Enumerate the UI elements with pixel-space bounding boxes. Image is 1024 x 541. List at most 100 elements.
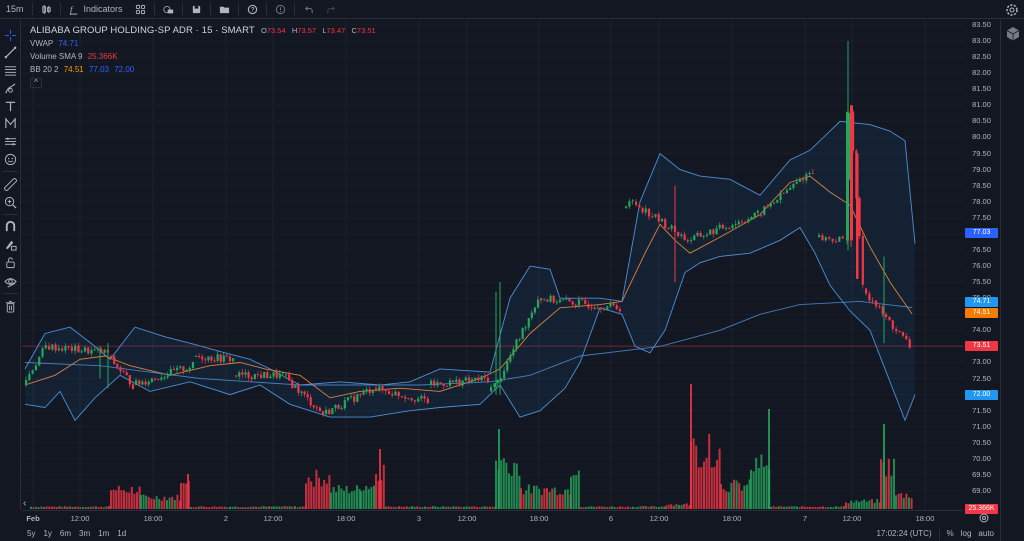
volume-bar: [658, 507, 660, 509]
indicators-button[interactable]: f Indicators: [63, 0, 129, 19]
volume-bar: [887, 458, 890, 509]
bb-legend[interactable]: BB 20 2 74.51 77.03 72.00: [30, 63, 376, 76]
volume-bar: [837, 506, 840, 509]
chart-pane[interactable]: [22, 20, 963, 510]
volume-bar: [365, 485, 368, 509]
visibility-tool[interactable]: [3, 274, 18, 289]
vwap-legend[interactable]: VWAP 74.71: [30, 37, 376, 50]
time-axis-label: 12:00: [457, 514, 477, 523]
candle-body: [568, 298, 571, 302]
candle-body: [455, 379, 458, 383]
volume-bar: [765, 465, 768, 509]
price-tag: 77.03: [965, 227, 998, 238]
undo-button[interactable]: [297, 0, 320, 19]
magnet-tool[interactable]: [3, 219, 18, 234]
candle-body: [725, 228, 728, 230]
alert-button[interactable]: [269, 0, 292, 19]
volume-bar: [296, 507, 299, 509]
candle-body: [116, 363, 119, 368]
chart-type-button[interactable]: [35, 0, 58, 19]
volume-bar: [619, 506, 621, 509]
open-button[interactable]: [213, 0, 236, 19]
volume-bar: [460, 507, 463, 509]
axis-settings-icon[interactable]: [979, 513, 989, 523]
volume-bar: [76, 506, 79, 509]
candle-body: [67, 346, 70, 348]
ruler-tool[interactable]: [3, 177, 18, 192]
gear-icon[interactable]: [1004, 2, 1020, 18]
volume-bar: [770, 506, 772, 509]
volume-bar: [495, 460, 497, 509]
candle-body: [141, 381, 144, 385]
lock-drawings-tool[interactable]: [3, 237, 18, 252]
volume-bar: [382, 464, 385, 509]
range-6m[interactable]: 6m: [59, 529, 72, 538]
volume-bar: [455, 506, 458, 509]
volume-bar: [785, 506, 788, 509]
volume-bar: [629, 507, 632, 509]
volume-bar: [45, 506, 48, 509]
candle-body: [486, 377, 490, 382]
emoji-tool[interactable]: [3, 152, 18, 167]
candle-body: [555, 302, 558, 304]
crosshair-tool[interactable]: [3, 28, 18, 43]
range-3m[interactable]: 3m: [79, 529, 91, 538]
volume-bar: [793, 506, 796, 509]
volume-bar: [530, 493, 533, 509]
volume-bar: [112, 489, 115, 509]
candle-body: [792, 183, 795, 188]
redo-button[interactable]: [320, 0, 343, 19]
candle-body: [824, 237, 827, 241]
range-1d[interactable]: 1d: [117, 529, 127, 538]
brush-tool[interactable]: [3, 81, 18, 96]
volume-bar: [672, 505, 675, 509]
candle-body: [856, 153, 859, 279]
percent-toggle[interactable]: %: [946, 529, 954, 538]
candle-body: [811, 172, 814, 174]
symbol-row[interactable]: ALIBABA GROUP HOLDING-SP ADR · 15 · SMAR…: [30, 24, 376, 37]
volume-bar: [868, 500, 871, 509]
volume-bar: [647, 506, 650, 509]
range-1m[interactable]: 1m: [98, 529, 110, 538]
layout-button[interactable]: [129, 0, 152, 19]
price-axis-label: 82.50: [972, 52, 991, 62]
help-icon: ?: [247, 4, 257, 14]
save-button[interactable]: [185, 0, 208, 19]
range-1y[interactable]: 1y: [43, 529, 52, 538]
volume-bar: [265, 506, 268, 509]
horizontal-lines-tool[interactable]: [3, 63, 18, 78]
text-tool[interactable]: [3, 99, 18, 114]
lock-tool[interactable]: [3, 255, 18, 270]
snapshot-button[interactable]: [157, 0, 180, 19]
object-tree-icon[interactable]: [1005, 26, 1021, 42]
volume-bar: [244, 507, 247, 509]
log-toggle[interactable]: log: [960, 529, 972, 538]
volume-bar: [74, 506, 77, 509]
auto-toggle[interactable]: auto: [978, 529, 994, 538]
forecast-tool[interactable]: [3, 134, 18, 149]
candle-body: [439, 382, 442, 384]
time-axis[interactable]: Feb 12:00 18:00 2 12:00 18:00 3 12:00 18:00 6 12:0…: [22, 510, 963, 524]
pattern-tool[interactable]: [3, 116, 18, 131]
volume-bar: [89, 506, 92, 509]
candle-body: [875, 300, 878, 307]
scroll-left-button[interactable]: ‹: [23, 498, 27, 509]
volume-bar: [878, 502, 881, 509]
help-button[interactable]: ?: [241, 0, 264, 19]
candle-body: [266, 372, 269, 379]
remove-drawings-button[interactable]: [3, 299, 18, 314]
volume-bar: [855, 500, 858, 509]
volume-bar: [48, 506, 51, 509]
volume-bar: [180, 482, 182, 509]
clock[interactable]: 17:02:24 (UTC): [876, 529, 932, 538]
trend-line-tool[interactable]: [3, 45, 18, 60]
volume-legend[interactable]: Volume SMA 9 25.366K: [30, 50, 376, 63]
bb-upper-value: 77.03: [88, 65, 109, 74]
zoom-tool[interactable]: [3, 195, 18, 210]
range-5y[interactable]: 5y: [27, 529, 36, 538]
price-chart[interactable]: [22, 20, 963, 510]
price-axis[interactable]: 83.50 83.00 82.50 82.00 81.50 81.00 80.50 80.00…: [963, 20, 1000, 514]
pattern-icon: [5, 117, 16, 129]
legend-collapse-button[interactable]: ^: [30, 78, 42, 88]
interval-selector[interactable]: 15m: [0, 0, 30, 19]
